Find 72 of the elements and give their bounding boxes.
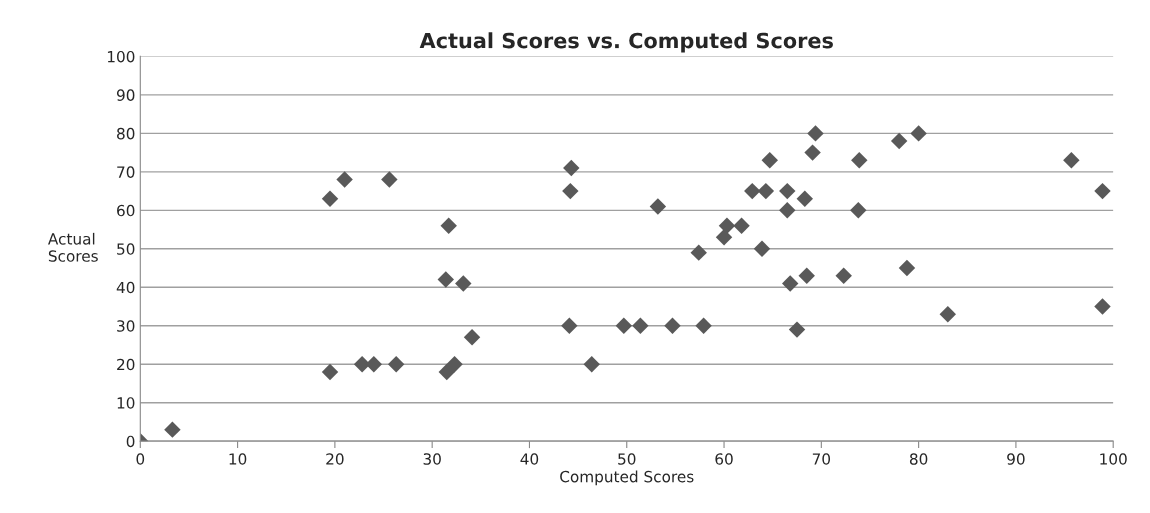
y-tick-label: 90 [116, 89, 135, 101]
point [583, 356, 600, 373]
point [796, 190, 814, 207]
point [733, 217, 750, 234]
point [321, 190, 339, 207]
point [781, 275, 799, 292]
point [1094, 182, 1111, 200]
point [779, 202, 796, 219]
point [387, 356, 405, 373]
x-tick-label: 30 [423, 453, 441, 465]
y-tick-label: 50 [117, 243, 135, 255]
point [757, 182, 775, 200]
point [1063, 152, 1080, 169]
point [438, 363, 455, 381]
point [664, 317, 681, 334]
y-tick-label: 30 [117, 320, 135, 332]
point [381, 171, 398, 188]
y-tick-label: 70 [117, 166, 135, 178]
point [695, 317, 712, 334]
y-tick-label: 0 [126, 435, 135, 448]
point [437, 271, 455, 288]
point [798, 267, 815, 284]
point [851, 152, 868, 169]
point [835, 267, 852, 284]
x-tick-label: 90 [1007, 453, 1025, 465]
y-tick-label: 60 [117, 204, 135, 217]
y-tick-label: 10 [117, 397, 135, 409]
point [744, 182, 761, 200]
x-tick-label: 10 [229, 453, 247, 465]
point [561, 317, 578, 334]
point [446, 356, 463, 373]
y-tick-label: 100 [107, 50, 135, 63]
point [463, 329, 481, 346]
y-tick-label: 80 [117, 127, 135, 140]
point [761, 152, 778, 169]
point [649, 198, 667, 215]
point [715, 229, 733, 246]
point [910, 125, 927, 142]
x-tick-label: 0 [136, 453, 145, 465]
x-tick-label: 70 [812, 453, 831, 465]
point [164, 421, 181, 438]
point [718, 217, 736, 234]
chart-title: Actual Scores vs. Computed Scores [419, 32, 833, 53]
point [804, 144, 821, 161]
point [336, 171, 353, 188]
point [615, 317, 633, 334]
x-tick-label: 60 [715, 453, 733, 465]
point [455, 275, 472, 292]
point [779, 182, 796, 200]
point [440, 217, 457, 234]
y-tick-label: 20 [117, 358, 135, 371]
point [898, 259, 916, 277]
point [321, 363, 339, 381]
x-tick-label: 100 [1100, 453, 1127, 465]
x-tick-label: 50 [618, 453, 636, 465]
point [690, 244, 707, 261]
point [563, 159, 580, 177]
point [1094, 298, 1111, 315]
point [632, 317, 649, 334]
y-tick-label: 40 [116, 281, 135, 294]
point [807, 125, 824, 142]
y-axis-title: Actual Scores [47, 232, 98, 262]
point [788, 321, 806, 338]
point [850, 202, 867, 219]
x-tick-label: 20 [326, 453, 344, 465]
x-tick-label: 80 [909, 453, 928, 465]
x-tick-label: 40 [520, 453, 539, 465]
x-axis-title: Computed Scores [560, 470, 694, 486]
point [562, 182, 579, 200]
point [939, 306, 957, 323]
point [890, 132, 908, 150]
point [753, 240, 771, 258]
